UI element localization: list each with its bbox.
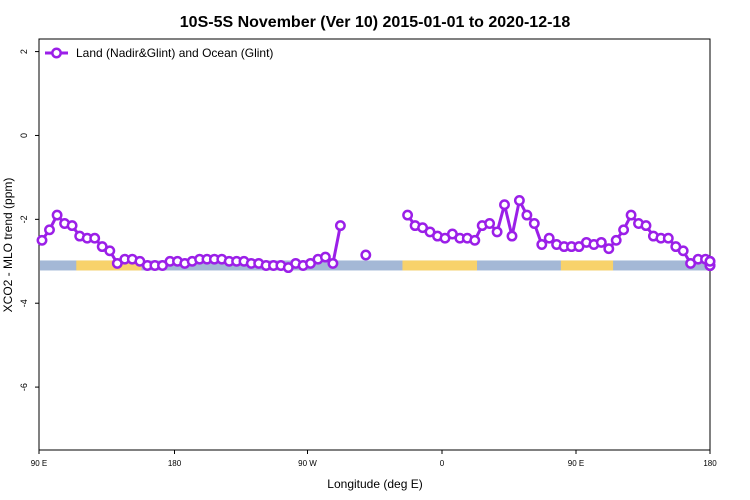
y-tick-label-1: 0 [19,133,29,138]
isolated-point-0 [360,249,372,261]
y-tick-label-3: -4 [19,299,29,307]
data-point-0-79 [677,245,689,257]
data-point-0-1 [44,224,55,236]
y-axis-label: XCO2 - MLO trend (ppm) [1,178,15,313]
data-point-0-7 [89,232,101,244]
data-point-0-59 [528,218,540,229]
data-point-0-0 [36,234,48,246]
x-tick-label-3: 0 [440,459,445,468]
data-point-0-40 [334,220,346,232]
surface-bar-ocean [40,260,709,271]
data-point-0-58 [521,209,533,221]
data-point-0-51 [469,234,481,246]
data-point-0-72 [625,209,637,221]
data-point-0-38 [319,251,331,263]
surface-bar-land-0 [76,260,142,271]
x-tick-label-1: 180 [168,459,182,468]
data-point-0-57 [513,195,525,206]
data-point-0-69 [603,243,615,255]
y-tick-label-4: -6 [19,383,29,391]
data-point-0-71 [618,224,630,236]
data-point-0-74 [640,220,652,232]
x-tick-label-0: 90 E [31,459,47,468]
x-tick-label-4: 90 E [568,459,584,468]
data-point-0-55 [499,199,510,211]
y-axis: 2 0 -2 -4 -6 [19,49,39,391]
data-point-0-87 [704,255,716,267]
x-axis-label: Longitude (deg E) [327,477,422,491]
chart-title: 10S-5S November (Ver 10) 2015-01-01 to 2… [180,14,571,31]
x-axis: 90 E 180 90 W 0 90 E 180 [31,450,717,468]
surface-bar-land-2 [560,260,614,271]
y-tick-label-0: 2 [19,49,29,54]
series-layer [36,195,716,274]
data-point-0-42 [402,209,414,221]
data-point-0-56 [506,230,518,242]
data-point-0-53 [484,218,496,229]
data-point-0-68 [595,236,607,248]
data-point-0-2 [51,209,63,221]
legend-label: Land (Nadir&Glint) and Ocean (Glint) [76,46,273,60]
data-point-0-4 [66,220,78,232]
data-point-0-54 [491,226,503,238]
data-point-0-61 [543,232,555,244]
data-point-0-9 [104,245,116,257]
x-tick-label-5: 180 [703,459,717,468]
surface-bar-land-1 [402,260,478,271]
data-point-0-39 [327,257,339,269]
legend[interactable]: Land (Nadir&Glint) and Ocean (Glint) [45,46,273,60]
x-tick-label-2: 90 W [298,459,317,468]
data-point-0-70 [610,234,622,246]
y-tick-label-2: -2 [19,215,29,223]
data-point-0-60 [536,239,548,250]
surface-bar [40,260,709,271]
data-point-0-77 [662,232,674,244]
legend-marker [51,47,62,59]
